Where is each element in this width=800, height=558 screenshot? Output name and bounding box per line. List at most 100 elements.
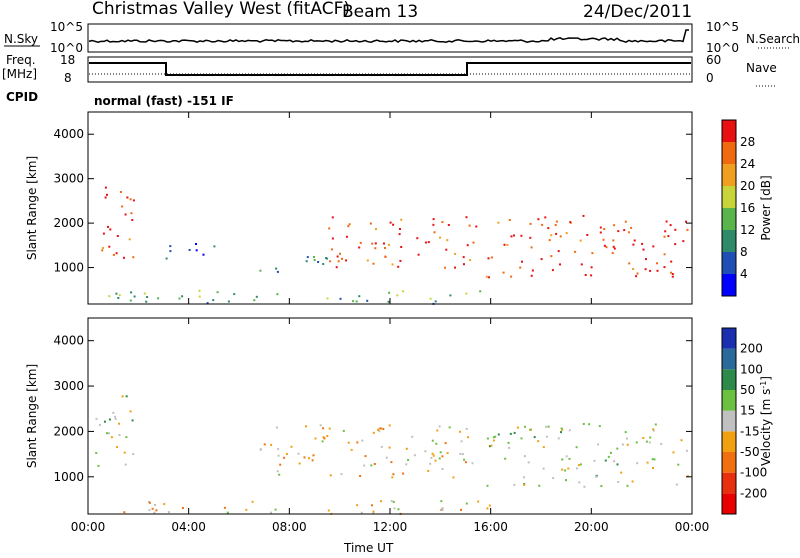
data-cell <box>603 228 606 230</box>
data-cell <box>624 431 627 434</box>
data-cell <box>616 447 619 450</box>
data-cell <box>361 439 364 442</box>
data-region <box>165 243 216 260</box>
data-cell <box>635 441 638 444</box>
data-cell <box>148 509 151 512</box>
cpid-label: CPID <box>6 90 38 104</box>
data-cell <box>290 445 293 448</box>
data-cell <box>590 274 593 277</box>
cpid-text: normal (fast) -151 IF <box>94 94 234 108</box>
data-cell <box>627 231 630 234</box>
data-cell <box>557 437 560 440</box>
data-cell <box>561 458 564 461</box>
data-cell <box>384 255 387 258</box>
data-cell <box>503 243 506 246</box>
data-cell <box>435 442 438 445</box>
data-cell <box>383 242 385 245</box>
data-cell <box>504 457 507 460</box>
nsearch-label: N.Search <box>746 32 800 46</box>
data-cell <box>321 440 324 443</box>
data-cell <box>521 260 523 263</box>
data-region <box>123 500 491 515</box>
data-cell <box>104 196 107 199</box>
data-cell <box>590 266 593 269</box>
colorbar-swatch <box>722 493 736 514</box>
data-cell <box>129 299 132 302</box>
data-cell <box>578 481 581 484</box>
data-cell <box>440 500 443 503</box>
data-cell <box>120 191 122 193</box>
nsky-tick-bottom: 10^0 <box>50 41 83 55</box>
y-tick-label: 1000 <box>53 261 84 275</box>
colorbar-tick-label: -200 <box>740 486 767 500</box>
data-cell <box>436 429 439 432</box>
data-cell <box>652 429 655 432</box>
data-cell <box>326 297 329 300</box>
data-cell <box>326 435 329 437</box>
colorbar-tick-label: -15 <box>740 424 760 438</box>
data-cell <box>399 259 402 262</box>
data-cell <box>446 452 449 455</box>
data-cell <box>497 433 500 436</box>
data-cell <box>444 266 446 269</box>
y-tick-label: 4000 <box>53 127 84 141</box>
data-region <box>259 424 474 479</box>
data-cell <box>115 292 118 295</box>
y-tick-label: 3000 <box>53 379 84 393</box>
data-cell <box>611 252 614 254</box>
data-cell <box>547 425 550 428</box>
data-cell <box>656 262 658 265</box>
data-cell <box>399 228 401 230</box>
data-cell <box>682 240 685 243</box>
data-cell <box>487 276 490 279</box>
x-tick-label: 00:00 <box>71 520 106 534</box>
data-cell <box>441 507 444 510</box>
data-cell <box>337 260 340 263</box>
colorbar-swatch <box>722 328 736 349</box>
data-cell <box>392 473 395 476</box>
data-cell <box>579 463 582 466</box>
data-cell <box>206 302 209 305</box>
data-cell <box>642 437 645 439</box>
nsky-tick-top: 10^5 <box>50 20 83 34</box>
colorbar-label: Velocity [m s-1] <box>759 376 774 466</box>
colorbar-swatch <box>722 390 736 411</box>
data-cell <box>275 267 278 270</box>
data-cell <box>434 300 437 303</box>
data-cell <box>586 234 589 236</box>
data-cell <box>146 296 149 298</box>
data-cell <box>108 432 110 435</box>
data-cell <box>582 214 585 217</box>
data-cell <box>530 246 533 249</box>
freq-trace <box>89 62 691 76</box>
data-cell <box>388 424 391 427</box>
panel-frame <box>87 317 693 515</box>
data-cell <box>270 511 273 514</box>
data-cell <box>440 508 443 511</box>
data-cell <box>145 300 148 303</box>
x-tick-label: 12:00 <box>373 520 408 534</box>
data-cell <box>364 455 367 458</box>
data-cell <box>545 425 548 428</box>
data-cell <box>551 269 554 272</box>
data-cell <box>441 221 444 224</box>
data-cell <box>445 248 448 251</box>
data-cell <box>388 291 391 294</box>
data-cell <box>588 423 591 426</box>
data-cell <box>195 243 197 245</box>
data-cell <box>402 290 405 293</box>
data-cell <box>663 235 666 238</box>
data-cell <box>519 266 522 269</box>
data-cell <box>529 236 532 239</box>
data-cell <box>371 504 373 507</box>
data-cell <box>356 441 359 444</box>
data-cell <box>331 237 334 240</box>
data-cell <box>516 426 519 429</box>
data-cell <box>116 235 119 237</box>
data-cell <box>616 463 619 466</box>
data-cell <box>636 462 639 465</box>
data-cell <box>377 428 379 431</box>
data-cell <box>402 472 405 475</box>
data-cell <box>356 504 359 507</box>
data-cell <box>132 453 135 455</box>
